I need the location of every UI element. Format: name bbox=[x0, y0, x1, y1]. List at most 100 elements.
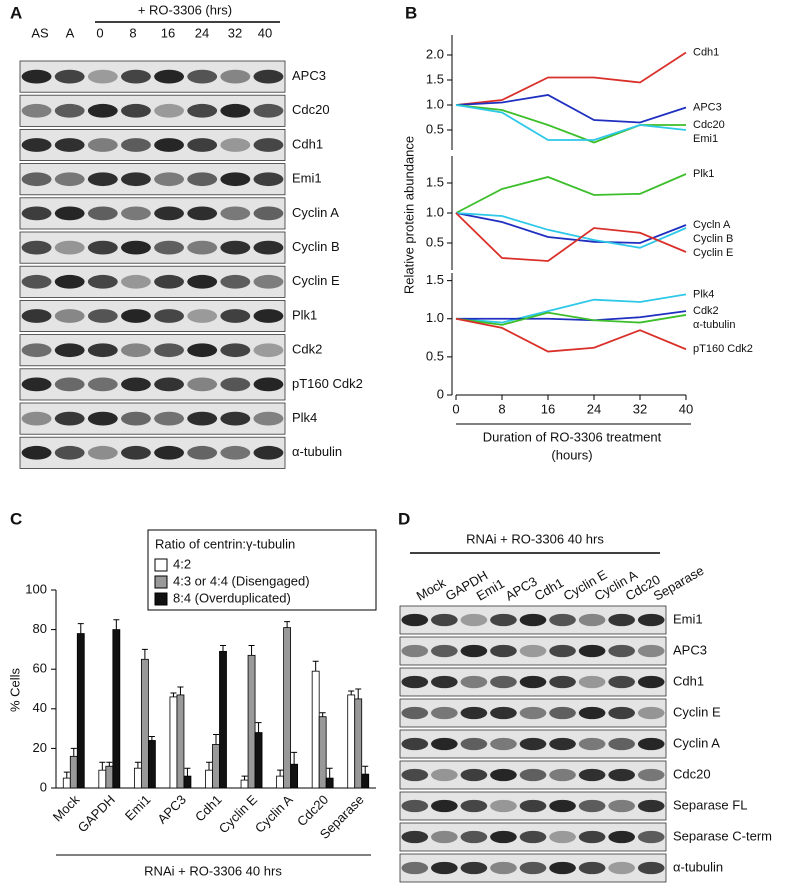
blot-band bbox=[220, 377, 251, 392]
blot-band bbox=[154, 445, 184, 460]
legend-label: Cycln A bbox=[693, 219, 731, 231]
data-line bbox=[455, 51, 687, 106]
bar bbox=[183, 775, 192, 789]
error-bar bbox=[77, 623, 84, 634]
blot-band bbox=[121, 445, 151, 460]
blot-band bbox=[519, 799, 547, 813]
bar bbox=[140, 658, 149, 789]
legend-title: Ratio of centrin:γ-tubulin bbox=[155, 536, 295, 551]
blot-band bbox=[21, 309, 52, 323]
data-line bbox=[455, 212, 687, 262]
row-label: Emi1 bbox=[292, 171, 322, 186]
legend-label: pT160 Cdk2 bbox=[693, 343, 753, 355]
legend-swatch bbox=[154, 558, 168, 572]
y-tick-label: 0.5 bbox=[426, 234, 444, 249]
blot-band bbox=[253, 138, 284, 152]
blot-band bbox=[431, 706, 458, 720]
lane-label: A bbox=[66, 25, 75, 40]
row-label: Cdc20 bbox=[673, 766, 711, 781]
blot-band bbox=[519, 737, 547, 751]
blot-band bbox=[21, 445, 52, 460]
blot-band bbox=[608, 768, 635, 782]
blot-band bbox=[253, 69, 284, 84]
blot-band bbox=[460, 861, 488, 875]
x-tick-label: APC3 bbox=[154, 792, 189, 827]
y-tick-label: 1.0 bbox=[426, 310, 444, 325]
blot-band bbox=[431, 861, 458, 875]
legend-label: Emi1 bbox=[693, 133, 718, 145]
blot-band bbox=[54, 274, 85, 289]
blot-band bbox=[549, 675, 576, 689]
panel-label: A bbox=[10, 3, 22, 22]
blot-band bbox=[519, 861, 547, 875]
bar bbox=[325, 777, 334, 789]
blot-band bbox=[401, 675, 429, 689]
blot-band bbox=[549, 706, 576, 720]
blot-band bbox=[253, 206, 284, 221]
blot-band bbox=[608, 613, 635, 627]
legend-label: 4:3 or 4:4 (Disengaged) bbox=[173, 573, 310, 588]
blot-band bbox=[578, 644, 606, 658]
y-tick-label: 1.5 bbox=[426, 174, 444, 189]
lane-label: 40 bbox=[258, 25, 272, 40]
row-label: Cyclin A bbox=[673, 735, 720, 750]
blot-band bbox=[637, 830, 665, 844]
lane-label: 8 bbox=[129, 25, 136, 40]
legend-label: Cyclin E bbox=[693, 247, 733, 259]
row-label: Cdk2 bbox=[292, 342, 322, 357]
legend-label: Plk4 bbox=[693, 288, 714, 300]
blot-band bbox=[578, 613, 606, 627]
blot-band bbox=[490, 644, 517, 658]
blot-band bbox=[253, 445, 284, 460]
bar bbox=[254, 732, 263, 789]
blot-band bbox=[460, 799, 488, 813]
legend-label: 8:4 (Overduplicated) bbox=[173, 590, 291, 605]
blot-band bbox=[637, 861, 665, 875]
x-tick-label: 32 bbox=[633, 401, 647, 416]
blot-band bbox=[154, 343, 184, 358]
error-bar bbox=[213, 734, 219, 745]
blot-band bbox=[431, 644, 458, 658]
row-label: Cdh1 bbox=[292, 136, 323, 151]
blot-band bbox=[401, 861, 429, 875]
blot-band bbox=[431, 675, 458, 689]
bar bbox=[62, 777, 71, 789]
blot-band bbox=[608, 830, 635, 844]
row-label: Cdc20 bbox=[292, 102, 330, 117]
lane-label: 32 bbox=[228, 25, 242, 40]
blot-band bbox=[87, 138, 118, 152]
blot-band bbox=[121, 138, 151, 152]
blot-band bbox=[54, 69, 85, 84]
blot-band bbox=[490, 830, 517, 844]
row-label: APC3 bbox=[673, 642, 707, 657]
blot-band bbox=[637, 613, 665, 627]
data-line bbox=[456, 310, 687, 322]
row-label: Cyclin B bbox=[292, 239, 340, 254]
blot-band bbox=[578, 675, 606, 689]
blot-band bbox=[87, 274, 118, 289]
blot-band bbox=[154, 411, 184, 426]
bar bbox=[318, 716, 327, 789]
blot-band bbox=[431, 830, 458, 844]
legend-label: Cdc20 bbox=[693, 119, 725, 131]
blot-band bbox=[121, 343, 151, 358]
x-tick-label: Cdh1 bbox=[192, 792, 225, 825]
row-label: APC3 bbox=[292, 68, 326, 83]
blot-band bbox=[549, 799, 576, 813]
blot-band bbox=[54, 103, 85, 118]
blot-band bbox=[87, 445, 118, 460]
blot-band bbox=[187, 103, 218, 118]
blot-band bbox=[154, 274, 184, 289]
blot-band bbox=[187, 138, 218, 152]
blot-band bbox=[401, 768, 429, 782]
blot-band bbox=[87, 240, 118, 255]
blot-band bbox=[220, 206, 251, 221]
row-label: Separase FL bbox=[673, 797, 747, 812]
y-tick-label: 60 bbox=[33, 661, 47, 676]
blot-band bbox=[253, 172, 284, 187]
blot-band bbox=[220, 274, 251, 289]
blot-band bbox=[121, 172, 151, 187]
blot-band bbox=[220, 309, 251, 323]
blot-band bbox=[21, 274, 52, 289]
y-tick-label: 100 bbox=[25, 581, 47, 596]
